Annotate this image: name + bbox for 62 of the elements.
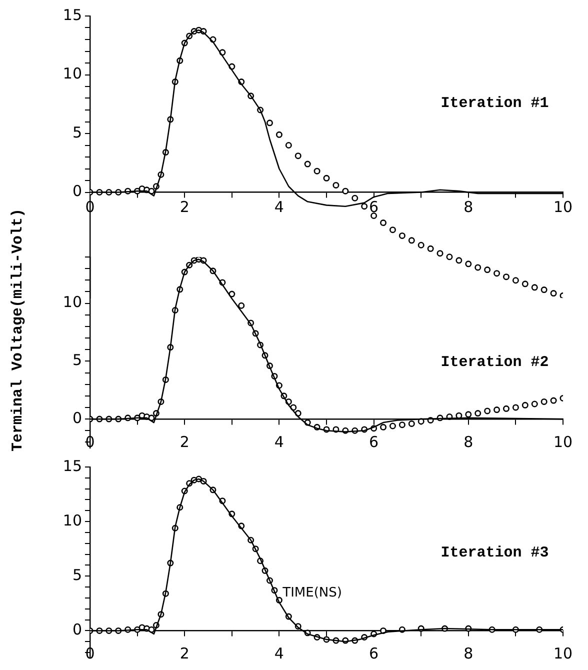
- point: [427, 245, 434, 252]
- y-tick-label: 15: [62, 456, 82, 475]
- point: [323, 174, 330, 182]
- y-tick-label: 5: [72, 123, 82, 142]
- point: [266, 120, 273, 126]
- annotation: Iteration #1: [440, 95, 549, 112]
- x-tick-label: 6: [369, 644, 379, 663]
- point: [502, 274, 510, 280]
- point: [474, 264, 482, 271]
- x-axis-title: TIME(NS): [282, 585, 342, 600]
- y-tick-label: 5: [72, 351, 82, 370]
- point: [370, 212, 378, 219]
- point: [418, 242, 424, 248]
- y-tick-label: 15: [62, 6, 82, 24]
- y-tick-label: 10: [62, 64, 82, 83]
- y-tick-label: 0: [72, 408, 82, 427]
- point: [512, 277, 519, 284]
- x-tick-label: 2: [180, 198, 190, 216]
- annotation: Iteration #2: [440, 354, 549, 371]
- point: [531, 284, 538, 291]
- x-tick-label: 6: [369, 432, 379, 451]
- x-tick-label: 8: [464, 198, 474, 216]
- x-tick-label: 10: [553, 432, 573, 451]
- x-tick-label: 6: [369, 198, 379, 216]
- x-tick-label: 2: [180, 432, 190, 451]
- x-tick-label: 4: [274, 432, 284, 451]
- point: [484, 266, 491, 274]
- point: [352, 194, 358, 202]
- point: [294, 152, 302, 160]
- x-tick-label: 8: [464, 644, 474, 663]
- x-tick-label: 8: [464, 432, 474, 451]
- point: [522, 280, 528, 288]
- x-tick-label: 2: [180, 644, 190, 663]
- point: [304, 160, 311, 168]
- point: [540, 286, 548, 294]
- point: [436, 250, 444, 257]
- point: [276, 131, 282, 138]
- point: [389, 226, 396, 234]
- x-tick-label: 4: [274, 644, 284, 663]
- point: [446, 254, 453, 260]
- point: [380, 220, 387, 226]
- point: [314, 168, 320, 174]
- y-tick-label: 5: [72, 566, 82, 584]
- point: [456, 257, 462, 264]
- point: [398, 232, 406, 239]
- y-tick-label: 0: [72, 620, 82, 639]
- y-tick-label: 10: [62, 511, 82, 530]
- point: [408, 237, 415, 244]
- x-tick-label: 10: [553, 644, 573, 663]
- point: [361, 203, 368, 210]
- y-tick-label: 0: [72, 182, 82, 200]
- annotation: Iteration #3: [440, 544, 549, 562]
- y-axis-title: Terminal Voltage(mili-Volt): [10, 208, 26, 452]
- x-tick-label: 10: [553, 198, 573, 216]
- point: [550, 290, 557, 297]
- point: [494, 270, 500, 277]
- x-tick-label: 4: [274, 198, 284, 216]
- point: [332, 182, 340, 188]
- point: [342, 188, 349, 194]
- point: [285, 142, 292, 148]
- y-tick-label: 10: [62, 293, 82, 312]
- point: [465, 260, 472, 268]
